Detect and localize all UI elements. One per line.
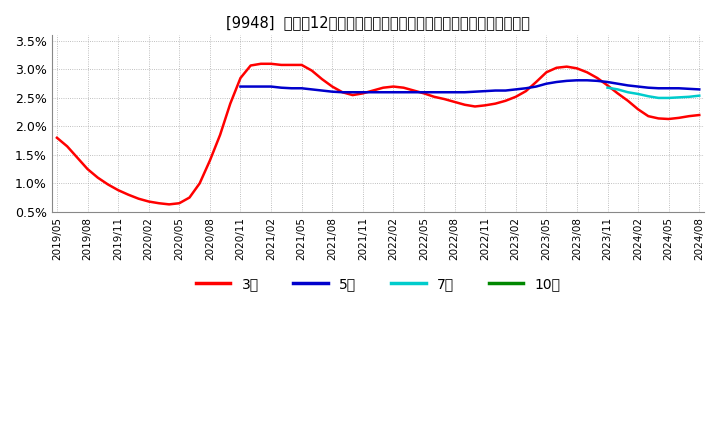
3年	[338, 90, 347, 95]
5年	[471, 89, 480, 94]
3年	[481, 103, 490, 108]
5年	[695, 87, 703, 92]
5年	[461, 90, 469, 95]
3年	[256, 61, 265, 66]
3年	[491, 101, 500, 106]
7年	[695, 93, 703, 98]
Title: [9948]  売上高12か月移動合計の対前年同期増減率の標準偏差の推移: [9948] 売上高12か月移動合計の対前年同期増減率の標準偏差の推移	[226, 15, 530, 30]
5年	[369, 90, 377, 95]
Legend: 3年, 5年, 7年, 10年: 3年, 5年, 7年, 10年	[190, 271, 566, 297]
Line: 7年: 7年	[608, 88, 699, 98]
Line: 5年: 5年	[240, 80, 699, 92]
3年	[165, 202, 174, 207]
5年	[410, 90, 418, 95]
5年	[318, 88, 326, 93]
3年	[53, 135, 61, 140]
3年	[430, 94, 438, 99]
3年	[695, 112, 703, 117]
Line: 3年: 3年	[57, 64, 699, 204]
3年	[389, 84, 397, 89]
3年	[134, 196, 143, 202]
